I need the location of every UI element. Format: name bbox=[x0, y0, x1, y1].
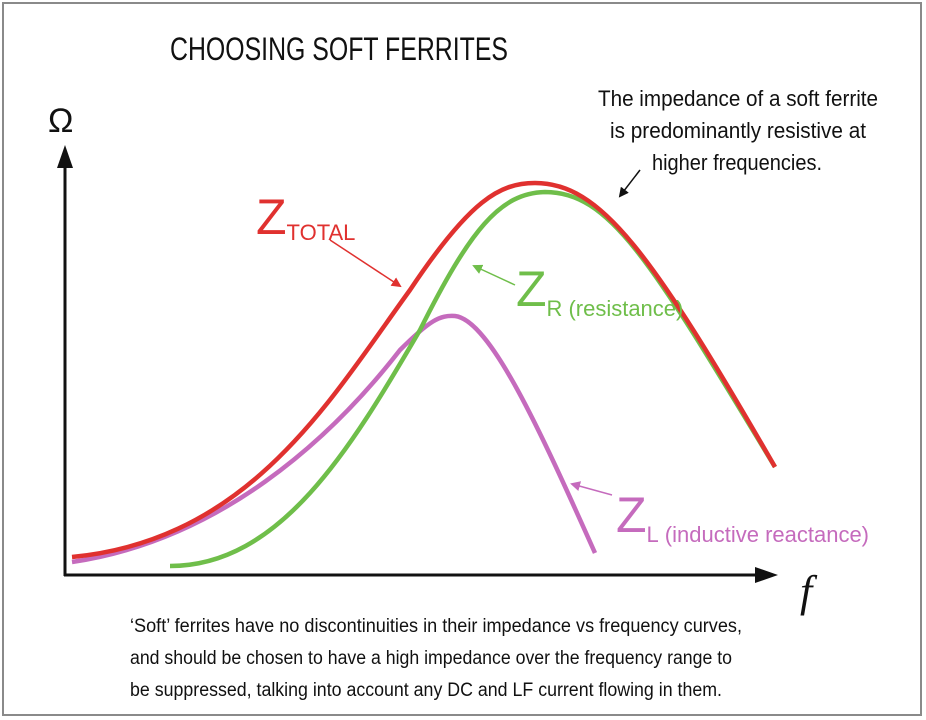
curve-ztotal bbox=[71, 180, 777, 560]
y-arrow bbox=[57, 145, 73, 168]
title: CHOOSING SOFT FERRITES bbox=[170, 31, 508, 67]
y-axis-label: Ω bbox=[48, 102, 73, 140]
note-line: is predominantly resistive at bbox=[610, 118, 866, 143]
ztotal-pointer bbox=[329, 239, 402, 288]
description: (inductive reactance) bbox=[665, 522, 869, 547]
subscript: L bbox=[647, 522, 659, 547]
symbol: Z bbox=[616, 487, 647, 543]
curve-zl bbox=[71, 313, 598, 565]
zr-pointer bbox=[472, 264, 516, 286]
subscript: R bbox=[547, 296, 563, 321]
caption-line: be suppressed, talking into account any … bbox=[130, 680, 722, 701]
subscript: TOTAL bbox=[287, 220, 356, 245]
x-arrow bbox=[755, 567, 778, 583]
zl-pointer bbox=[570, 481, 613, 496]
ztotal-label: ZTOTAL bbox=[256, 189, 355, 245]
description: (resistance) bbox=[568, 296, 683, 321]
note-line: higher frequencies. bbox=[652, 150, 822, 175]
zl-label: ZL (inductive reactance) bbox=[616, 487, 869, 547]
caption-line: ‘Soft’ ferrites have no discontinuities … bbox=[130, 616, 742, 637]
zr-label: ZR (resistance) bbox=[516, 261, 683, 321]
note-line: The impedance of a soft ferrite bbox=[598, 86, 878, 111]
caption-line: and should be chosen to have a high impe… bbox=[130, 648, 732, 669]
symbol: Z bbox=[516, 261, 547, 317]
note-pointer bbox=[618, 169, 641, 198]
symbol: Z bbox=[256, 189, 287, 245]
